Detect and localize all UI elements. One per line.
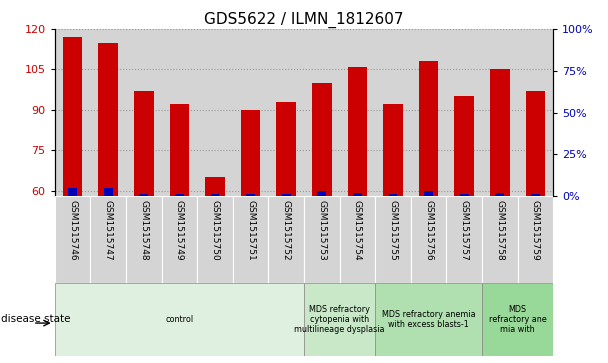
Text: MDS refractory
cytopenia with
multilineage dysplasia: MDS refractory cytopenia with multilinea…: [294, 305, 385, 334]
Bar: [162, 196, 197, 283]
Text: MDS refractory anemia
with excess blasts-1: MDS refractory anemia with excess blasts…: [382, 310, 475, 329]
Bar: [490, 69, 510, 196]
Bar: [55, 196, 91, 283]
Text: GSM1515749: GSM1515749: [175, 200, 184, 261]
Bar: [517, 196, 553, 283]
Bar: [104, 188, 112, 196]
Bar: [424, 191, 433, 196]
Bar: [482, 29, 517, 196]
Bar: [312, 83, 331, 196]
Bar: [197, 29, 233, 196]
Text: MDS
refractory ane
mia with: MDS refractory ane mia with: [489, 305, 547, 334]
Bar: [383, 105, 403, 196]
Bar: [496, 193, 504, 196]
Bar: [317, 191, 326, 196]
Text: GSM1515756: GSM1515756: [424, 200, 433, 261]
Bar: [268, 196, 304, 283]
Bar: [375, 283, 482, 356]
Bar: [411, 196, 446, 283]
Text: GSM1515758: GSM1515758: [496, 200, 505, 261]
Bar: [419, 61, 438, 196]
Bar: [68, 188, 77, 196]
Bar: [210, 194, 219, 196]
Text: GSM1515757: GSM1515757: [460, 200, 469, 261]
Text: GSM1515746: GSM1515746: [68, 200, 77, 261]
Bar: [454, 96, 474, 196]
Text: GSM1515751: GSM1515751: [246, 200, 255, 261]
Text: GSM1515755: GSM1515755: [389, 200, 398, 261]
Bar: [482, 196, 517, 283]
Bar: [353, 193, 362, 196]
Bar: [170, 105, 189, 196]
Bar: [63, 37, 82, 196]
Text: GSM1515748: GSM1515748: [139, 200, 148, 261]
Bar: [411, 29, 446, 196]
Bar: [98, 42, 118, 196]
Bar: [531, 194, 540, 196]
Bar: [517, 29, 553, 196]
Bar: [91, 196, 126, 283]
Text: GSM1515759: GSM1515759: [531, 200, 540, 261]
Text: GSM1515750: GSM1515750: [210, 200, 219, 261]
Bar: [233, 196, 268, 283]
Bar: [55, 29, 91, 196]
Bar: [233, 29, 268, 196]
Bar: [175, 194, 184, 196]
Bar: [126, 29, 162, 196]
Bar: [340, 196, 375, 283]
Bar: [460, 194, 469, 196]
Bar: [139, 194, 148, 196]
Bar: [375, 196, 411, 283]
Text: GSM1515753: GSM1515753: [317, 200, 326, 261]
Bar: [126, 196, 162, 283]
Text: GSM1515752: GSM1515752: [282, 200, 291, 261]
Bar: [348, 67, 367, 196]
Bar: [134, 91, 154, 196]
Bar: [526, 91, 545, 196]
Bar: [277, 102, 296, 196]
Text: control: control: [165, 315, 193, 324]
Title: GDS5622 / ILMN_1812607: GDS5622 / ILMN_1812607: [204, 12, 404, 28]
Bar: [389, 194, 398, 196]
Bar: [197, 196, 233, 283]
Bar: [162, 29, 197, 196]
Bar: [268, 29, 304, 196]
Bar: [446, 196, 482, 283]
Bar: [282, 194, 291, 196]
Bar: [482, 283, 553, 356]
Bar: [446, 29, 482, 196]
Text: disease state: disease state: [1, 314, 71, 325]
Bar: [304, 283, 375, 356]
Bar: [304, 29, 340, 196]
Text: GSM1515747: GSM1515747: [103, 200, 112, 261]
Bar: [55, 283, 304, 356]
Bar: [340, 29, 375, 196]
Bar: [205, 177, 225, 196]
Bar: [375, 29, 411, 196]
Bar: [241, 110, 260, 196]
Bar: [91, 29, 126, 196]
Bar: [246, 194, 255, 196]
Bar: [304, 196, 340, 283]
Text: GSM1515754: GSM1515754: [353, 200, 362, 261]
